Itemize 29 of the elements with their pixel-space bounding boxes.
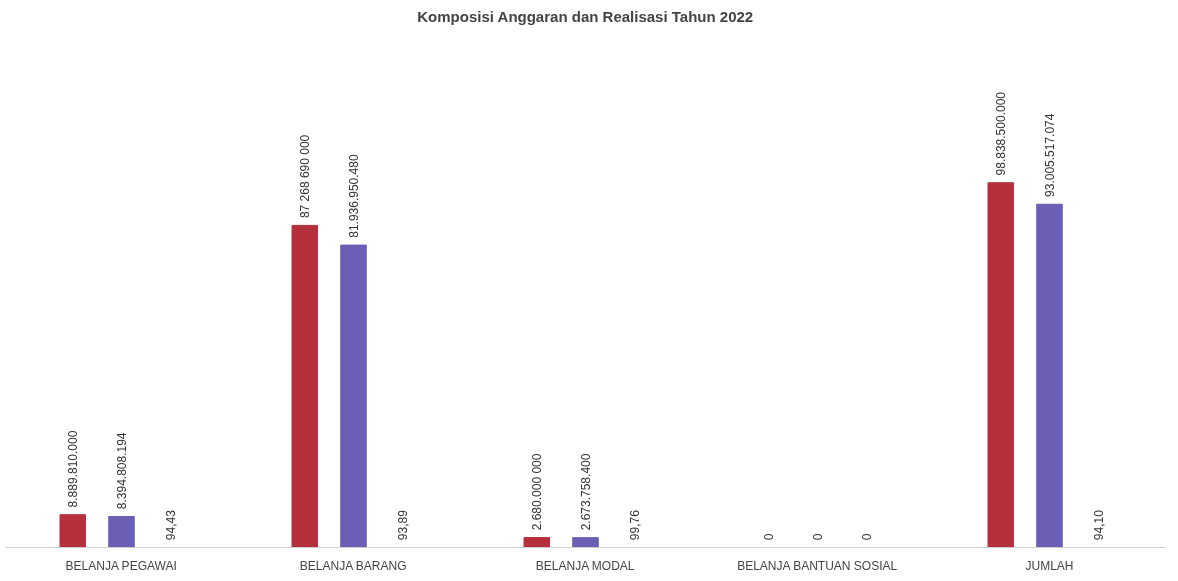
bar xyxy=(59,514,87,548)
x-tick-label: BELANJA PEGAWAI xyxy=(65,558,177,573)
chart-title: Komposisi Anggaran dan Realisasi Tahun 2022 xyxy=(417,7,754,25)
data-label: 98.838.500.000 xyxy=(994,91,1009,176)
bar xyxy=(1036,203,1063,548)
bar xyxy=(572,537,599,548)
x-tick-label: JUMLAH xyxy=(1025,558,1074,573)
x-tick-label: BELANJA MODAL xyxy=(535,558,635,573)
bar xyxy=(108,516,135,548)
bar xyxy=(340,244,367,548)
data-label: 8.889.810.000 xyxy=(66,430,81,508)
bar xyxy=(291,224,319,548)
data-label: 99,76 xyxy=(627,509,642,541)
data-label: 0 xyxy=(762,533,777,541)
data-label: 0 xyxy=(859,533,874,541)
x-tick-label: BELANJA BARANG xyxy=(299,558,407,573)
data-label: 93.005.517.074 xyxy=(1043,113,1057,197)
data-label: 94,43 xyxy=(163,509,178,541)
data-label: 87 268 690 000 xyxy=(297,134,312,219)
data-label: 0 xyxy=(811,533,825,541)
data-label: 8.394.808.194 xyxy=(115,432,129,510)
data-label: 94,10 xyxy=(1091,509,1106,541)
bar xyxy=(987,182,1015,548)
data-label: 81.936.950.480 xyxy=(347,154,361,238)
data-label: 2.680.000 000 xyxy=(529,453,544,531)
x-tick-label: BELANJA BANTUAN SOSIAL xyxy=(737,558,898,573)
data-label: 2.673.758.400 xyxy=(579,453,593,531)
data-label: 93,89 xyxy=(395,509,410,541)
bar xyxy=(523,537,551,548)
